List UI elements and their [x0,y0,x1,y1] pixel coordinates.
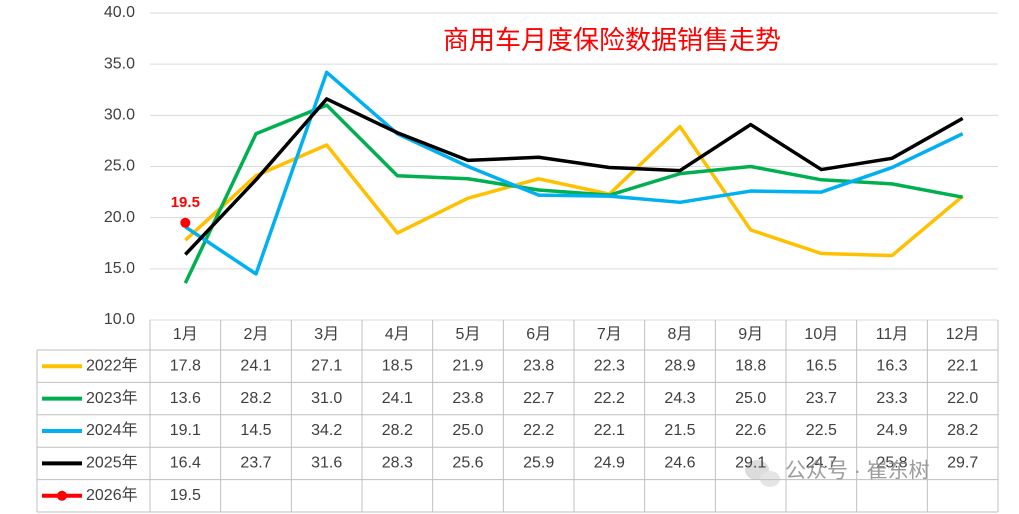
table-cell: 27.1 [311,357,342,374]
y-tick-label: 20.0 [104,209,135,226]
table-cell: 14.5 [240,422,271,439]
table-cell: 16.5 [806,357,837,374]
y-tick-label: 30.0 [104,107,135,124]
table-cell: 13.6 [170,390,201,407]
table-cell: 22.6 [735,422,766,439]
x-tick-label: 2月 [244,326,269,343]
table-cell: 22.3 [594,357,625,374]
x-tick-label: 8月 [668,326,693,343]
data-label: 19.5 [171,194,200,211]
series-line [184,70,964,276]
table-cell: 28.2 [947,422,978,439]
table-cell: 21.9 [452,357,483,374]
table-cell: 18.8 [735,357,766,374]
data-point [180,217,191,228]
table-cell: 25.8 [876,455,907,472]
x-tick-label: 3月 [314,326,339,343]
y-tick-label: 25.0 [104,158,135,175]
table-cell: 25.9 [523,455,554,472]
legend-marker [57,490,67,501]
legend-label: 2025年 [86,454,138,472]
legend-label: 2022年 [86,356,138,374]
table-cell: 24.9 [876,422,907,439]
series-line [184,124,964,258]
table-cell: 31.6 [311,455,342,472]
table-cell: 25.0 [735,390,766,407]
table-cell: 24.3 [664,390,695,407]
table-cell: 16.4 [170,455,201,472]
x-tick-label: 12月 [946,326,980,343]
table-cell: 22.1 [594,422,625,439]
table-cell: 28.3 [382,455,413,472]
x-tick-label: 1月 [173,326,198,343]
table-cell: 18.5 [382,357,413,374]
x-tick-label: 4月 [385,326,410,343]
table-cell: 22.2 [523,422,554,439]
legend-label: 2023年 [86,389,138,407]
table-cell: 23.8 [523,357,554,374]
table-cell: 19.5 [170,487,201,504]
y-tick-label: 40.0 [104,4,135,21]
table-cell: 23.7 [806,390,837,407]
table-cell: 21.5 [664,422,695,439]
table-cell: 29.7 [947,455,978,472]
table-cell: 17.8 [170,357,201,374]
y-tick-label: 15.0 [104,260,135,277]
y-tick-label: 10.0 [104,311,135,328]
table-cell: 23.7 [240,455,271,472]
table-cell: 22.0 [947,390,978,407]
table-cell: 29.1 [735,455,766,472]
legend-label: 2026年 [86,486,138,504]
table-cell: 24.7 [806,455,837,472]
table-cell: 28.2 [382,422,413,439]
x-tick-label: 7月 [597,326,622,343]
table-cell: 28.9 [664,357,695,374]
x-tick-label: 5月 [456,326,481,343]
table-cell: 24.1 [240,357,271,374]
table-cell: 19.1 [170,422,201,439]
y-tick-label: 35.0 [104,55,135,72]
table-cell: 22.2 [594,390,625,407]
table-cell: 22.1 [947,357,978,374]
table-cell: 25.6 [452,455,483,472]
table-cell: 24.6 [664,455,695,472]
table-cell: 23.3 [876,390,907,407]
legend-label: 2024年 [86,421,138,439]
table-cell: 24.9 [594,455,625,472]
table-cell: 23.8 [452,390,483,407]
watermark: 公众号 · 崔东树 [785,460,930,483]
x-tick-label: 11月 [876,326,909,343]
x-tick-label: 9月 [738,326,763,343]
table-cell: 22.5 [806,422,837,439]
watermark-icon [745,460,780,487]
x-tick-label: 6月 [526,326,551,343]
table-cell: 31.0 [311,390,342,407]
table-cell: 34.2 [311,422,342,439]
table-cell: 16.3 [876,357,907,374]
table-cell: 24.1 [382,390,413,407]
table-cell: 28.2 [240,390,271,407]
chart-title: 商用车月度保险数据销售走势 [443,25,781,55]
series-line [184,97,964,256]
table-cell: 25.0 [452,422,483,439]
x-tick-label: 10月 [804,326,838,343]
table-cell: 22.7 [523,390,554,407]
